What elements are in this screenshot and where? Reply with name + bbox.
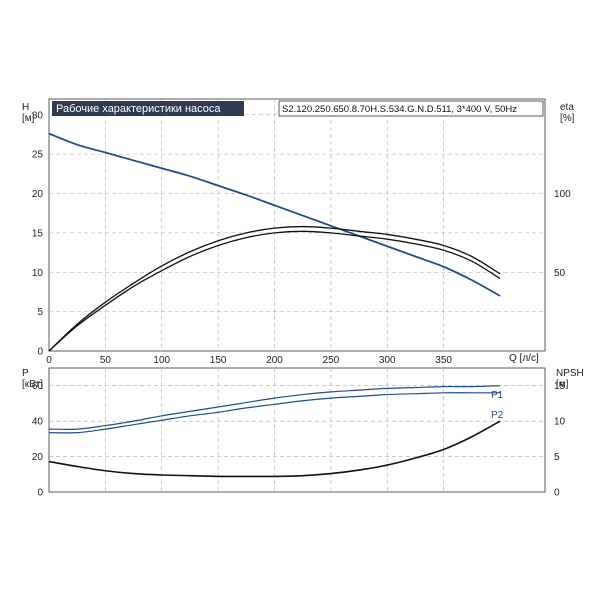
head-curve-line bbox=[48, 132, 501, 297]
top-left-tick-label: 30 bbox=[32, 110, 44, 121]
x-tick-label: 200 bbox=[266, 355, 283, 366]
bottom-plot-frame bbox=[48, 367, 546, 493]
bottom-left-tick-label: 60 bbox=[32, 381, 44, 392]
efficiency-curve-line-a bbox=[48, 230, 501, 352]
bottom-right-tick-label: 0 bbox=[554, 488, 560, 499]
bottom-left-tick-label: 20 bbox=[32, 452, 44, 463]
top-left-tick-label: 0 bbox=[37, 347, 43, 358]
bottom-right-tick-label: 5 bbox=[554, 452, 560, 463]
top-right-axis-label: eta [%] bbox=[560, 102, 575, 124]
x-tick-label: 100 bbox=[153, 355, 170, 366]
top-left-tick-label: 10 bbox=[32, 268, 44, 279]
tick-labels: 0 50 100 150 200 250 300 3500510152025305010002… bbox=[32, 110, 571, 498]
top-left-axis-label: H [м] bbox=[22, 102, 35, 124]
bottom-series-lines bbox=[48, 385, 501, 478]
top-right-tick-label: 100 bbox=[554, 189, 571, 200]
x-tick-label: 50 bbox=[100, 355, 112, 366]
model-box bbox=[278, 100, 544, 117]
x-tick-label: 300 bbox=[379, 355, 396, 366]
top-right-tick-label: 50 bbox=[554, 268, 566, 279]
bottom-right-axis-label: NPSH [м] bbox=[556, 368, 584, 390]
x-tick-label: 350 bbox=[435, 355, 452, 366]
bottom-grid bbox=[49, 368, 545, 492]
model-label: S2.120.250.650.8.70H.S.534.G.N.D.511, 3*… bbox=[282, 104, 517, 115]
chart-title: Рабочие характеристики насоса bbox=[56, 103, 221, 115]
x-tick-label: 150 bbox=[210, 355, 227, 366]
bottom-left-axis-label: P [кВт] bbox=[22, 368, 43, 390]
series-label-p2: P2 bbox=[491, 410, 504, 421]
p1-power-line bbox=[48, 385, 501, 430]
top-grid bbox=[49, 99, 545, 351]
bottom-right-tick-label: 10 bbox=[554, 417, 566, 428]
x-tick-label: 250 bbox=[323, 355, 340, 366]
efficiency-curve-line-b bbox=[48, 225, 501, 352]
bottom-left-tick-label: 0 bbox=[37, 488, 43, 499]
top-left-tick-label: 15 bbox=[32, 228, 44, 239]
top-left-tick-label: 20 bbox=[32, 189, 44, 200]
top-plot-frame bbox=[48, 98, 546, 352]
p2-power-line bbox=[48, 392, 500, 434]
bottom-left-tick-label: 40 bbox=[32, 417, 44, 428]
x-tick-label: 0 bbox=[46, 355, 52, 366]
top-left-tick-label: 25 bbox=[32, 150, 44, 161]
bottom-right-tick-label: 15 bbox=[554, 381, 566, 392]
npsh-curve-line bbox=[48, 420, 501, 478]
x-axis-label: Q [л/с] bbox=[509, 353, 539, 364]
top-series-lines bbox=[48, 132, 501, 352]
top-left-tick-label: 5 bbox=[37, 307, 43, 318]
chart-title-box bbox=[52, 101, 244, 116]
series-label-p1: P1 bbox=[491, 390, 504, 401]
